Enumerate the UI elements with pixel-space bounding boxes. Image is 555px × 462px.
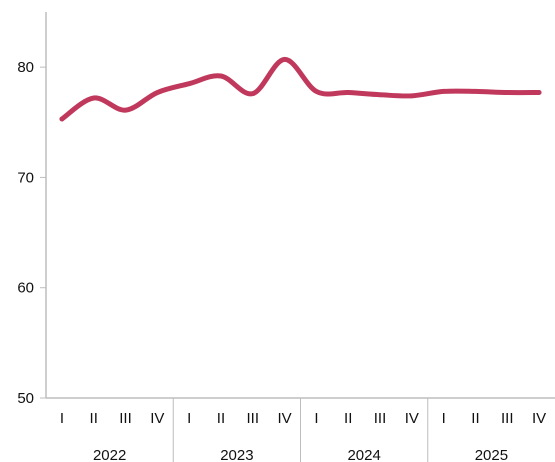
x-tick-label: I (60, 410, 64, 427)
x-tick-label: I (187, 410, 191, 427)
y-tick-label: 80 (17, 59, 34, 76)
x-tick-label: III (501, 410, 514, 427)
x-tick-label: IV (150, 410, 164, 427)
x-tick-label: II (471, 410, 479, 427)
y-tick-label: 50 (17, 390, 34, 407)
series-layer (59, 56, 542, 122)
x-group-label: 2022 (93, 447, 126, 462)
x-tick-label: II (344, 410, 352, 427)
x-tick-label: II (90, 410, 98, 427)
x-group-label: 2025 (475, 447, 508, 462)
x-group-label: 2023 (220, 447, 253, 462)
x-tick-label: I (314, 410, 318, 427)
y-axis: 50 60 70 80 (17, 12, 47, 407)
x-tick-label: IV (532, 410, 546, 427)
x-tick-label: III (247, 410, 260, 427)
x-tick-label: III (374, 410, 387, 427)
y-tick-label: 60 (17, 280, 34, 297)
x-tick-label: IV (278, 410, 292, 427)
x-tick-label: II (217, 410, 225, 427)
x-group-label: 2024 (347, 447, 380, 462)
series-line (59, 56, 542, 122)
x-tick-label: IV (405, 410, 419, 427)
y-tick-label: 70 (17, 169, 34, 186)
x-tick-label: I (442, 410, 446, 427)
x-tick-label: III (119, 410, 132, 427)
